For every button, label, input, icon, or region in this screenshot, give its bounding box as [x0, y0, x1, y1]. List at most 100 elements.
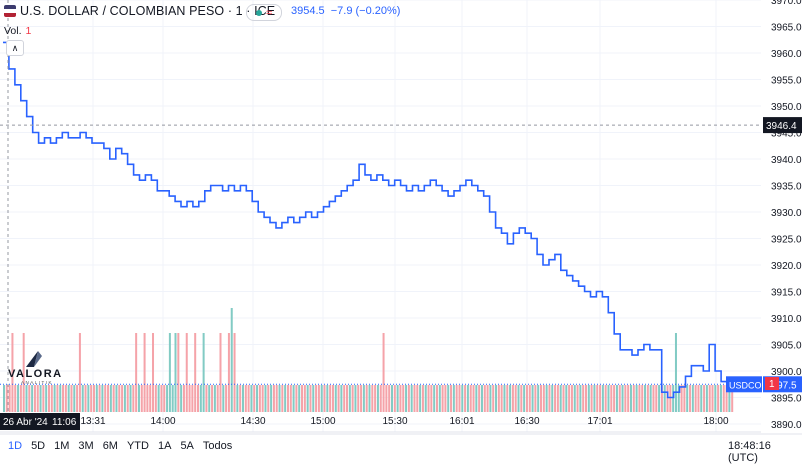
- volume-bar: [514, 385, 517, 412]
- volume-bar: [323, 385, 326, 412]
- volume-legend[interactable]: Vol. 1: [4, 25, 31, 37]
- volume-bar: [309, 385, 312, 412]
- clock[interactable]: 18:48:16 (UTC): [728, 440, 771, 464]
- timeframe-ytd[interactable]: YTD: [126, 440, 149, 452]
- volume-bar: [129, 385, 132, 412]
- volume-bar: [469, 385, 472, 412]
- volume-bar: [301, 385, 304, 412]
- volume-bar: [247, 385, 250, 412]
- volume-bar: [292, 385, 295, 412]
- volume-bar: [135, 333, 138, 412]
- timeframe-6m[interactable]: 6M: [102, 440, 118, 452]
- timeframe-1m[interactable]: 1M: [54, 440, 70, 452]
- volume-bar: [419, 385, 422, 412]
- volume-bar: [146, 385, 149, 412]
- timeframe-todos[interactable]: Todos: [202, 440, 233, 452]
- timeframe-1a[interactable]: 1A: [157, 440, 172, 452]
- volume-bar: [472, 385, 475, 412]
- volume-bar: [509, 385, 512, 412]
- volume-bar: [73, 385, 76, 412]
- volume-bar: [112, 385, 115, 412]
- volume-bar: [17, 385, 20, 412]
- volume-bar: [388, 385, 391, 412]
- volume-bar: [362, 385, 365, 412]
- volume-bar: [714, 385, 717, 412]
- y-tick-label: 3925.0: [771, 235, 802, 246]
- cursor-date-label: 26 Abr '24: [3, 417, 48, 428]
- volume-bar: [540, 385, 543, 412]
- volume-bar: [126, 385, 129, 412]
- volume-bar: [36, 385, 39, 412]
- volume-bar: [185, 333, 188, 412]
- y-tick-label: 3915.0: [771, 288, 802, 299]
- volume-bar: [315, 385, 318, 412]
- market-status-badge[interactable]: ≈: [246, 4, 282, 21]
- volume-bar: [483, 385, 486, 412]
- volume-bar: [205, 385, 208, 412]
- volume-bar: [177, 333, 180, 412]
- volume-bar: [568, 385, 571, 412]
- volume-bar: [360, 385, 363, 412]
- volume-bar: [731, 385, 734, 412]
- x-tick-label: 16:01: [449, 416, 474, 427]
- volume-bar: [374, 385, 377, 412]
- volume-bar: [399, 385, 402, 412]
- volume-bar: [590, 385, 593, 412]
- volume-bar: [123, 385, 126, 412]
- volume-bar: [107, 385, 110, 412]
- volume-bar: [346, 385, 349, 412]
- volume-bar: [39, 385, 42, 412]
- volume-label: Vol.: [4, 25, 22, 37]
- volume-bar: [334, 385, 337, 412]
- volume-bar: [610, 385, 613, 412]
- volume-bar: [152, 333, 155, 412]
- volume-bar: [275, 385, 278, 412]
- y-tick-label: 3940.0: [771, 155, 802, 166]
- volume-bar: [663, 385, 666, 412]
- y-tick-label: 3945.0: [771, 129, 802, 140]
- y-axis[interactable]: 3890.0 3895.0 3900.0 3905.0 3910.0 3915.0 3920…: [771, 0, 802, 431]
- volume-bar: [227, 333, 230, 412]
- volume-bar: [354, 385, 357, 412]
- volume-bar: [427, 385, 430, 412]
- price-change: −7.9 (−0.20%): [330, 5, 401, 17]
- volume-bar: [604, 385, 607, 412]
- volume-bar: [390, 385, 393, 412]
- collapse-legend-button[interactable]: ∧: [6, 40, 24, 56]
- volume-bar: [618, 385, 621, 412]
- timeframe-5a[interactable]: 5A: [180, 440, 194, 452]
- volume-bar: [371, 385, 374, 412]
- volume-bar: [47, 385, 50, 412]
- volume-bar: [565, 385, 568, 412]
- volume-bar: [629, 385, 632, 412]
- volume-bar: [166, 385, 169, 412]
- volume-bar: [719, 385, 722, 412]
- volume-bar: [157, 385, 160, 412]
- symbol-badge-label: USDCOP: [729, 380, 768, 390]
- volume-bar: [174, 333, 177, 412]
- volume-bar: [67, 385, 70, 412]
- volume-bar: [59, 385, 62, 412]
- volume-bar: [689, 385, 692, 412]
- volume-bar: [312, 385, 315, 412]
- x-tick-label: 16:30: [514, 416, 539, 427]
- crosshair-price-label: 3946.4: [766, 121, 797, 132]
- volume-bar: [559, 385, 562, 412]
- volume-bar: [62, 385, 65, 412]
- volume-bar: [149, 385, 152, 412]
- volume-bar: [492, 385, 495, 412]
- volume-bar: [368, 385, 371, 412]
- timeframe-5d[interactable]: 5D: [31, 440, 46, 452]
- volume-bar: [81, 385, 84, 412]
- volume-bar: [284, 385, 287, 412]
- volume-bar: [405, 385, 408, 412]
- volume-bar: [253, 385, 256, 412]
- last-price-badge-label: 3897.5: [766, 380, 797, 391]
- timeframe-3m[interactable]: 3M: [78, 440, 94, 452]
- volume-bar: [298, 385, 301, 412]
- timeframe-1d[interactable]: 1D: [8, 440, 23, 452]
- volume-bar: [132, 385, 135, 412]
- x-axis[interactable]: 13:31 14:00 14:30 15:00 15:30 16:01 16:30 17:01…: [80, 416, 728, 427]
- symbol-title[interactable]: U.S. DOLLAR / COLOMBIAN PESO · 1 · ICE: [20, 4, 276, 18]
